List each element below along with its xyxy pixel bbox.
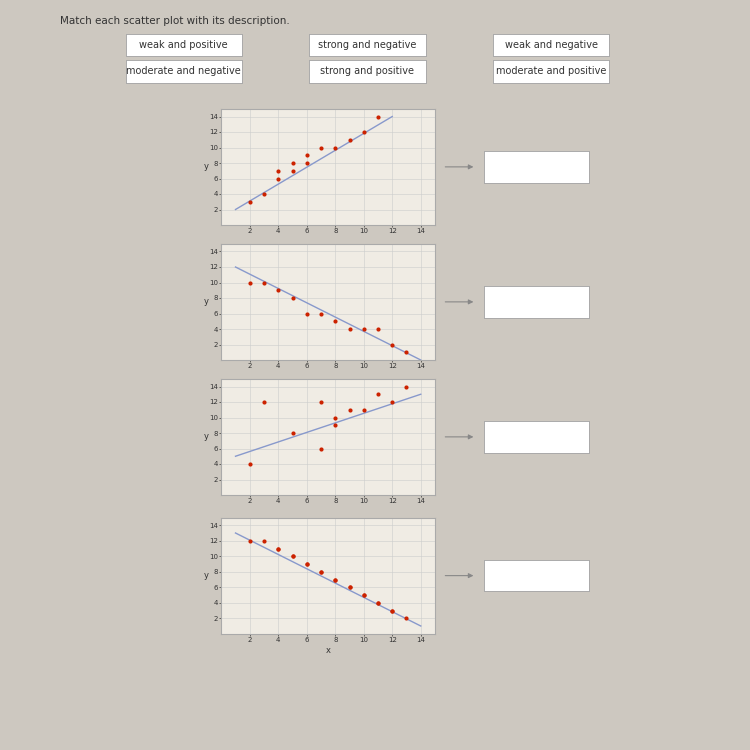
Point xyxy=(329,419,341,431)
Point xyxy=(386,604,398,616)
Point xyxy=(372,597,384,609)
Point xyxy=(258,277,270,289)
Point xyxy=(258,396,270,408)
Point xyxy=(272,542,284,554)
Point xyxy=(258,188,270,200)
Text: weak and negative: weak and negative xyxy=(505,40,598,50)
Point xyxy=(315,442,327,454)
Point xyxy=(244,196,256,208)
Point xyxy=(315,566,327,578)
Point xyxy=(344,404,355,416)
Point xyxy=(315,308,327,320)
Text: moderate and negative: moderate and negative xyxy=(126,66,242,76)
Point xyxy=(272,284,284,296)
Point xyxy=(329,574,341,586)
Text: Match each scatter plot with its description.: Match each scatter plot with its descrip… xyxy=(60,16,290,26)
Point xyxy=(286,550,298,562)
Point xyxy=(329,574,341,586)
Point xyxy=(372,110,384,122)
Point xyxy=(258,535,270,547)
Point xyxy=(329,412,341,424)
Point xyxy=(272,172,284,184)
Point xyxy=(400,380,412,392)
Y-axis label: y: y xyxy=(203,572,208,580)
Point xyxy=(301,149,313,161)
Point xyxy=(301,558,313,570)
Point xyxy=(372,323,384,335)
Text: strong and positive: strong and positive xyxy=(320,66,415,76)
Point xyxy=(244,277,256,289)
X-axis label: x: x xyxy=(326,646,331,655)
Y-axis label: y: y xyxy=(203,432,208,441)
Point xyxy=(301,308,313,320)
Point xyxy=(358,126,370,138)
Point xyxy=(344,323,355,335)
Point xyxy=(358,323,370,335)
Point xyxy=(286,550,298,562)
Point xyxy=(329,315,341,327)
Point xyxy=(386,338,398,350)
Point xyxy=(244,458,256,470)
Point xyxy=(301,157,313,169)
Point xyxy=(358,589,370,601)
Point xyxy=(358,589,370,601)
Point xyxy=(315,142,327,154)
Point xyxy=(344,134,355,146)
Text: moderate and positive: moderate and positive xyxy=(496,66,607,76)
Point xyxy=(272,165,284,177)
Point xyxy=(315,566,327,578)
Point xyxy=(301,558,313,570)
Point xyxy=(329,142,341,154)
Text: weak and positive: weak and positive xyxy=(140,40,228,50)
Point xyxy=(286,427,298,439)
Point xyxy=(372,597,384,609)
Y-axis label: y: y xyxy=(203,163,208,172)
Point xyxy=(344,581,355,593)
Point xyxy=(286,157,298,169)
Point xyxy=(386,604,398,616)
Point xyxy=(386,396,398,408)
Point xyxy=(286,292,298,304)
Point xyxy=(372,388,384,400)
Point xyxy=(400,346,412,358)
Point xyxy=(244,535,256,547)
Text: strong and negative: strong and negative xyxy=(318,40,417,50)
Point xyxy=(315,396,327,408)
Point xyxy=(272,542,284,554)
Point xyxy=(358,404,370,416)
Point xyxy=(286,165,298,177)
Point xyxy=(344,581,355,593)
Point xyxy=(400,612,412,624)
Y-axis label: y: y xyxy=(203,298,208,306)
